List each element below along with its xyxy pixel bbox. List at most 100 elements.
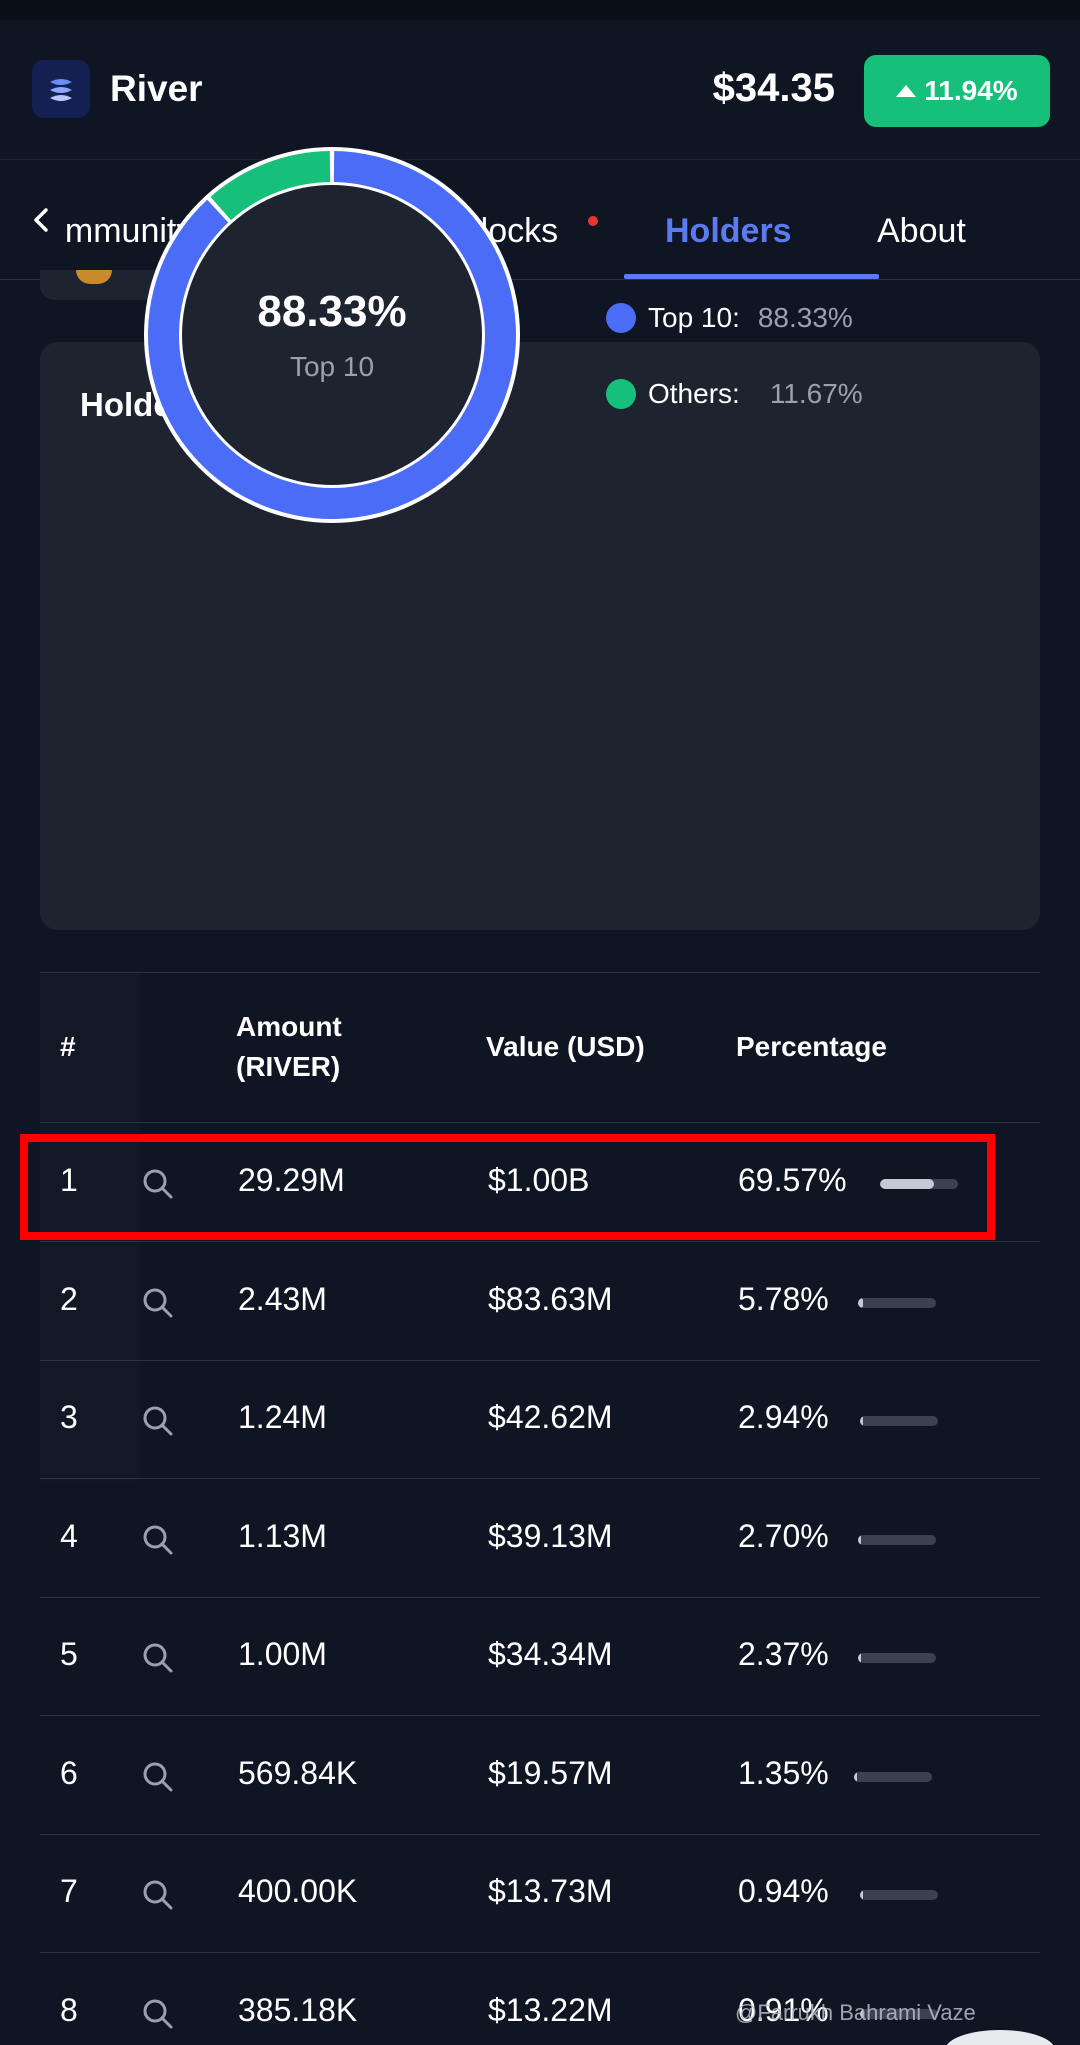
donut-hole <box>182 185 482 485</box>
legend-item-others: Others: 11.67% <box>606 356 863 432</box>
arrow-up-icon <box>896 85 917 97</box>
search-icon[interactable] <box>140 1403 176 1439</box>
row-rank: 2 <box>60 1280 78 1317</box>
distribution-donut-chart <box>144 147 520 523</box>
search-icon[interactable] <box>140 1522 176 1558</box>
row-amount: 569.84K <box>238 1754 358 1791</box>
donut-center-label: Top 10 <box>289 351 375 382</box>
row-percentage: 2.94% <box>738 1399 829 1435</box>
row-percentage: 69.57% <box>738 1162 847 1198</box>
tab-about[interactable]: About <box>877 212 966 250</box>
search-icon[interactable] <box>140 1877 176 1913</box>
watermark: @Farrukh Bahrami Vaze <box>735 2000 976 2025</box>
header-rank: # <box>60 1031 76 1062</box>
row-amount: 385.18K <box>238 1991 358 2028</box>
row-percentage: 0.91% <box>738 1991 829 2028</box>
row-percentage: 1.35% <box>738 1754 829 1791</box>
row-value: $1.00B <box>488 1162 590 1198</box>
percentage-bar-fill <box>860 1890 864 1900</box>
row-percentage: 2.37% <box>738 1636 829 1672</box>
table-row[interactable]: 1 29.29M $1.00B 69.57% <box>40 1124 1040 1242</box>
percentage-bar-fill <box>858 1297 863 1308</box>
percentage-bar-fill <box>858 1534 862 1545</box>
row-rank: 1 <box>60 1162 78 1198</box>
row-amount: 2.43M <box>238 1280 327 1317</box>
search-icon[interactable] <box>140 1996 176 2032</box>
header: River $34.35 11.94% <box>0 20 1080 160</box>
river-logo-icon <box>32 60 90 118</box>
row-rank: 6 <box>60 1754 78 1791</box>
tab-holders[interactable]: Holders <box>665 212 792 250</box>
table-row[interactable]: 7 400.00K $13.73M 0.94% <box>40 1835 1040 1953</box>
active-tab-indicator <box>624 274 879 279</box>
chart-legend: Top 10: 88.33% Others: 11.67% <box>606 280 863 432</box>
percentage-bar-fill <box>860 1416 864 1426</box>
row-rank: 4 <box>60 1517 78 1554</box>
percentage-bar <box>860 2008 938 2019</box>
back-button[interactable] <box>26 202 56 238</box>
token-price: $34.35 <box>712 66 835 110</box>
floating-avatar[interactable] <box>945 2030 1055 2045</box>
row-value: $42.62M <box>488 1399 613 1435</box>
search-icon[interactable] <box>140 1285 176 1321</box>
percentage-bar <box>880 1179 958 1189</box>
percentage-bar <box>858 1534 936 1545</box>
row-rank: 8 <box>60 1991 78 2028</box>
percentage-bar <box>860 1416 938 1426</box>
header-percentage: Percentage <box>736 1031 887 1062</box>
row-rank: 7 <box>60 1873 78 1909</box>
row-value: $39.13M <box>488 1517 613 1554</box>
legend-value: 11.67% <box>769 378 863 409</box>
table-row[interactable]: 3 1.24M $42.62M 2.94% <box>40 1361 1040 1479</box>
donut-center-value: 88.33% <box>257 287 407 336</box>
search-icon[interactable] <box>140 1759 176 1795</box>
row-amount: 1.24M <box>238 1399 327 1435</box>
header-amount: Amount (RIVER) <box>236 1007 342 1087</box>
header-amount-line1: Amount <box>236 1011 342 1042</box>
legend-dot-icon <box>606 303 636 333</box>
row-percentage: 5.78% <box>738 1280 829 1317</box>
sticky-column-shadow <box>40 973 140 1481</box>
highlight-box <box>20 1134 995 1240</box>
row-amount: 400.00K <box>238 1873 358 1909</box>
table-row[interactable]: 4 1.13M $39.13M 2.70% <box>40 1480 1040 1598</box>
table-row[interactable]: 6 569.84K $19.57M 1.35% <box>40 1717 1040 1835</box>
legend-dot-icon <box>606 379 636 409</box>
row-rank: 3 <box>60 1399 78 1435</box>
chevron-left-icon <box>34 208 48 232</box>
percentage-bar-fill <box>880 1179 935 1189</box>
row-amount: 1.00M <box>238 1636 327 1672</box>
table-divider <box>40 972 1040 973</box>
donut-slice-others <box>210 151 331 221</box>
percentage-bar-fill <box>854 1771 858 1782</box>
legend-value: 88.33% <box>757 302 853 333</box>
row-value: $13.22M <box>488 1991 613 2028</box>
search-icon[interactable] <box>140 1166 176 1202</box>
legend-name: Top 10: <box>648 302 740 333</box>
donut-center: 88.33% Top 10 <box>142 145 522 525</box>
row-rank: 5 <box>60 1636 78 1672</box>
table-row[interactable]: 8 385.18K $13.22M 0.91% <box>40 1954 1040 2045</box>
percentage-bar <box>854 1771 932 1782</box>
legend-item-top10: Top 10: 88.33% <box>606 280 863 356</box>
row-amount: 29.29M <box>238 1162 345 1198</box>
coin-icon <box>76 270 112 284</box>
status-strip <box>0 0 1080 20</box>
row-value: $13.73M <box>488 1873 613 1909</box>
table-row[interactable]: 5 1.00M $34.34M 2.37% <box>40 1598 1040 1716</box>
search-icon[interactable] <box>140 1640 176 1676</box>
notification-dot-icon <box>588 216 598 226</box>
header-amount-line2: (RIVER) <box>236 1051 341 1082</box>
percentage-bar <box>860 1890 938 1900</box>
app-title: River <box>110 68 203 109</box>
price-change-badge[interactable]: 11.94% <box>864 55 1050 127</box>
row-value: $83.63M <box>488 1280 613 1317</box>
row-value: $19.57M <box>488 1754 613 1791</box>
table-row[interactable]: 2 2.43M $83.63M 5.78% <box>40 1243 1040 1361</box>
price-change-value: 11.94% <box>924 75 1018 106</box>
row-amount: 1.13M <box>238 1517 327 1554</box>
percentage-bar-fill <box>858 1653 862 1663</box>
percentage-bar <box>858 1653 936 1663</box>
legend-name: Others: <box>648 378 740 409</box>
